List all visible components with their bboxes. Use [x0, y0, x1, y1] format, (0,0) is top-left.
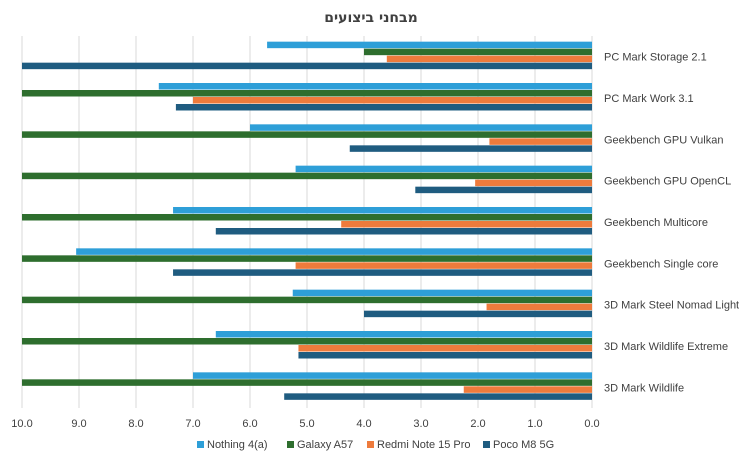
- x-tick-label: 5.0: [299, 418, 314, 430]
- bar: [193, 97, 592, 104]
- bar: [215, 228, 593, 235]
- category-label: Geekbench Multicore: [604, 217, 708, 229]
- bar: [341, 221, 592, 228]
- bar: [386, 55, 592, 63]
- bar: [22, 90, 592, 97]
- legend-label: Redmi Note 15 Pro: [377, 439, 471, 451]
- bar: [364, 48, 592, 56]
- bar: [415, 186, 592, 194]
- bar: [22, 131, 592, 138]
- bar: [475, 179, 592, 187]
- x-axis-ticks: 0.0 1.0 2.0 3.0 4.0 5.0 6.0 7.0 8.0 9.0 10.0: [11, 418, 599, 430]
- bar: [22, 62, 592, 70]
- category-label: PC Mark Storage 2.1: [604, 52, 707, 64]
- legend-swatch: [367, 441, 374, 448]
- chart-title: מבחני ביצועים: [324, 10, 417, 26]
- bar: [489, 138, 592, 145]
- bar: [173, 207, 593, 214]
- legend-swatch: [483, 441, 490, 448]
- bar: [175, 104, 592, 111]
- legend-label: Nothing 4(a): [207, 439, 268, 451]
- bar: [298, 352, 592, 359]
- bar: [22, 379, 592, 386]
- bar: [292, 289, 592, 297]
- bar: [267, 41, 592, 49]
- bar: [463, 386, 592, 393]
- x-tick-label: 4.0: [356, 418, 371, 430]
- bar: [364, 310, 592, 318]
- x-tick-label: 10.0: [11, 418, 32, 430]
- bar: [22, 255, 592, 262]
- x-tick-label: 8.0: [128, 418, 143, 430]
- category-label: PC Mark Work 3.1: [604, 93, 694, 105]
- bar: [486, 303, 592, 311]
- category-labels: PC Mark Storage 2.1 PC Mark Work 3.1 Geekb…: [604, 52, 739, 395]
- x-tick-label: 9.0: [71, 418, 86, 430]
- bar: [158, 83, 593, 90]
- bar: [22, 172, 592, 180]
- bar: [173, 269, 593, 276]
- x-tick-label: 0.0: [584, 418, 599, 430]
- category-label: Geekbench GPU Vulkan: [604, 134, 723, 146]
- bar: [349, 145, 592, 152]
- x-tick-label: 1.0: [527, 418, 542, 430]
- x-tick-label: 2.0: [470, 418, 485, 430]
- category-label: Geekbench GPU OpenCL: [604, 176, 731, 188]
- bar: [22, 338, 592, 345]
- bar: [22, 214, 592, 221]
- bar: [295, 262, 592, 269]
- category-label: Geekbench Single core: [604, 258, 718, 270]
- category-label: 3D Mark Wildlife Extreme: [604, 341, 728, 353]
- bar: [193, 372, 592, 379]
- legend-swatch: [287, 441, 294, 448]
- category-label: 3D Mark Steel Nomad Light: [604, 300, 739, 312]
- legend-label: Galaxy A57: [297, 439, 353, 451]
- x-tick-label: 7.0: [185, 418, 200, 430]
- legend-swatch: [197, 441, 204, 448]
- legend-label: Poco M8 5G: [493, 439, 554, 451]
- bar: [295, 165, 592, 173]
- category-label: 3D Mark Wildlife: [604, 382, 684, 394]
- bar: [76, 248, 592, 255]
- x-tick-label: 6.0: [242, 418, 257, 430]
- legend: Nothing 4(a) Galaxy A57 Redmi Note 15 Pro P…: [197, 439, 554, 451]
- x-tick-label: 3.0: [413, 418, 428, 430]
- bar: [298, 345, 592, 352]
- bar: [250, 124, 592, 131]
- bar: [284, 393, 592, 400]
- bars: [22, 41, 593, 400]
- bar: [22, 296, 592, 304]
- bar: [215, 331, 593, 338]
